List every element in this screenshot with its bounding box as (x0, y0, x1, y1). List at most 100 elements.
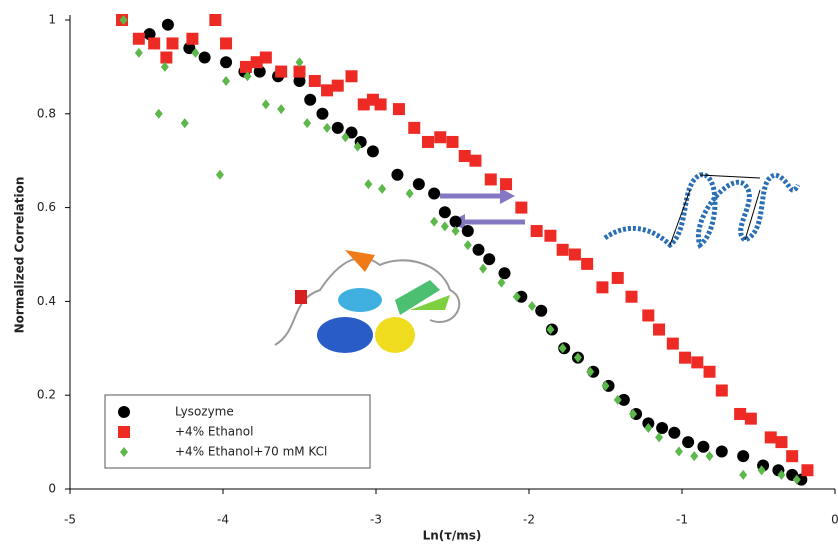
legend-label: +4% Ethanol (175, 425, 253, 439)
data-point (479, 263, 488, 274)
data-point (408, 121, 421, 134)
data-point (261, 99, 270, 110)
data-point (573, 352, 582, 363)
protein-illustration (274, 250, 461, 353)
data-point (392, 103, 405, 116)
data-point (295, 57, 304, 68)
data-point (191, 47, 200, 58)
data-point (275, 65, 288, 78)
data-point (209, 14, 222, 26)
data-point (215, 169, 224, 180)
data-point (655, 432, 664, 443)
data-point (438, 206, 451, 219)
data-point (422, 135, 435, 148)
data-point (303, 118, 312, 129)
data-point (617, 393, 630, 406)
legend-label: +4% Ethanol+70 mM KCl (175, 445, 327, 459)
data-point (434, 131, 447, 144)
x-tick-label: -1 (676, 513, 688, 527)
data-point (250, 56, 263, 69)
data-point (775, 436, 788, 449)
data-point (321, 84, 334, 97)
x-tick-label: -5 (64, 513, 76, 527)
data-point (653, 323, 666, 336)
data-point (546, 324, 555, 335)
data-point (739, 469, 748, 480)
data-point (119, 15, 128, 25)
data-point (556, 243, 569, 256)
data-point (243, 71, 252, 82)
data-point (469, 154, 482, 167)
data-point (558, 343, 567, 354)
data-point (134, 47, 143, 58)
data-point (715, 384, 728, 397)
data-point (463, 240, 472, 251)
data-point (357, 98, 370, 111)
data-point (293, 74, 306, 87)
legend-marker (120, 447, 128, 457)
data-point (786, 450, 799, 463)
x-tick-label: -4 (217, 513, 229, 527)
data-point (703, 365, 716, 378)
data-point (378, 183, 387, 194)
data-point (253, 65, 266, 78)
data-point (304, 93, 317, 106)
data-point (568, 248, 581, 261)
data-point (586, 366, 595, 377)
data-point (180, 118, 189, 129)
x-tick-label: -3 (370, 513, 382, 527)
data-point (364, 179, 373, 190)
data-point (154, 108, 163, 119)
data-point (697, 440, 710, 453)
data-point (293, 65, 306, 78)
data-point (449, 215, 462, 228)
data-point (430, 216, 439, 227)
data-point (500, 178, 513, 191)
data-point (544, 229, 557, 242)
data-point (148, 37, 161, 50)
data-point (601, 380, 610, 391)
legend-label: Lysozyme (175, 405, 234, 419)
data-point (341, 132, 350, 143)
y-tick-label: 0 (48, 482, 56, 496)
data-point (366, 145, 379, 158)
data-point (323, 122, 332, 133)
data-point (331, 121, 344, 134)
data-point (331, 79, 344, 92)
data-point (160, 61, 169, 72)
data-point (183, 42, 196, 55)
data-point (734, 407, 747, 420)
data-point (682, 436, 695, 449)
data-point (405, 188, 414, 199)
data-point (316, 107, 329, 120)
data-point (345, 70, 358, 83)
data-point (440, 221, 449, 232)
y-tick-label: 0.4 (37, 294, 56, 308)
legend-marker (118, 426, 130, 438)
data-point (353, 141, 362, 152)
data-point (220, 37, 233, 50)
polymer-illustration (603, 172, 801, 249)
data-point (535, 304, 548, 317)
legend-box (104, 394, 371, 469)
y-tick-label: 0.2 (37, 388, 56, 402)
data-point (484, 173, 497, 186)
data-point (222, 75, 231, 86)
data-point (161, 18, 174, 31)
data-point (345, 126, 358, 139)
data-point (186, 32, 199, 45)
data-point (625, 290, 638, 303)
y-tick-label: 1 (48, 13, 56, 27)
data-point (166, 37, 179, 50)
y-axis-title: Normalized Correlation (13, 177, 27, 334)
data-point (308, 74, 321, 87)
data-point (596, 281, 609, 294)
y-tick-label: 0.8 (37, 106, 56, 120)
data-point (613, 394, 622, 405)
data-point (744, 412, 757, 425)
data-point (757, 465, 766, 476)
data-point (777, 469, 786, 480)
data-point (239, 60, 252, 73)
data-point (259, 51, 272, 64)
